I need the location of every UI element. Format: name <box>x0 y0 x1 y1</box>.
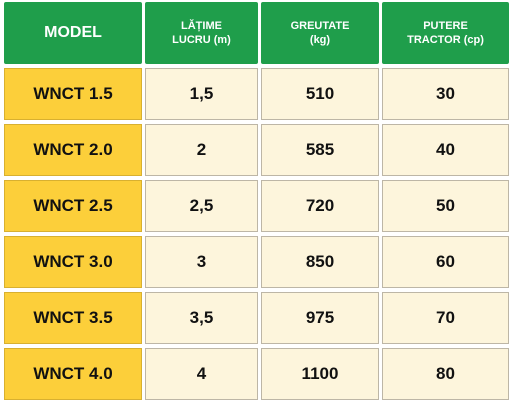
header-cell: MODEL <box>4 2 142 64</box>
cell-text: 70 <box>436 308 455 327</box>
cell-text: WNCT 3.5 <box>33 308 113 327</box>
cell-text: 50 <box>436 196 455 215</box>
value-cell: 30 <box>382 68 509 120</box>
cell-text: 585 <box>305 140 335 159</box>
model-cell: WNCT 1.5 <box>4 68 142 120</box>
header-text: GREUTATE <box>290 20 350 32</box>
model-cell: WNCT 2.0 <box>4 124 142 176</box>
cell-text: 850 <box>305 252 335 271</box>
value-cell: 1100 <box>261 348 379 400</box>
cell-text: 30 <box>436 84 455 103</box>
model-cell: WNCT 3.5 <box>4 292 142 344</box>
value-cell: 975 <box>261 292 379 344</box>
value-cell: 720 <box>261 180 379 232</box>
header-text: MODEL <box>44 24 102 41</box>
cell-text: 4 <box>196 364 207 383</box>
value-cell: 40 <box>382 124 509 176</box>
cell-text: 60 <box>436 252 455 271</box>
header-cell: LĂȚIME LUCRU (m) <box>145 2 258 64</box>
value-cell: 80 <box>382 348 509 400</box>
header-text: PUTERE <box>423 20 468 32</box>
header-text: (kg) <box>309 34 331 46</box>
cell-text: WNCT 1.5 <box>33 84 113 103</box>
cell-text: 2 <box>196 140 207 159</box>
cell-text: 40 <box>436 140 455 159</box>
cell-text: 2,5 <box>189 196 214 215</box>
cell-text: 3 <box>196 252 207 271</box>
cell-text: 1100 <box>301 364 339 383</box>
cell-text: WNCT 4.0 <box>33 364 113 383</box>
cell-text: 1,5 <box>189 84 214 103</box>
value-cell: 70 <box>382 292 509 344</box>
cell-text: 3,5 <box>189 308 214 327</box>
header-cell: GREUTATE (kg) <box>261 2 379 64</box>
cell-text: 720 <box>305 196 335 215</box>
value-cell: 3,5 <box>145 292 258 344</box>
value-cell: 585 <box>261 124 379 176</box>
value-cell: 60 <box>382 236 509 288</box>
value-cell: 850 <box>261 236 379 288</box>
value-cell: 4 <box>145 348 258 400</box>
model-cell: WNCT 4.0 <box>4 348 142 400</box>
cell-text: WNCT 2.5 <box>33 196 113 215</box>
spec-table: MODEL LĂȚIME LUCRU (m) GREUTATE (kg) PUTERE TR… <box>4 2 509 400</box>
cell-text: 975 <box>305 308 335 327</box>
value-cell: 1,5 <box>145 68 258 120</box>
header-text: TRACTOR (cp) <box>407 34 484 46</box>
cell-text: WNCT 2.0 <box>33 140 113 159</box>
header-text: LĂȚIME <box>181 20 222 32</box>
value-cell: 510 <box>261 68 379 120</box>
value-cell: 50 <box>382 180 509 232</box>
model-cell: WNCT 3.0 <box>4 236 142 288</box>
value-cell: 2,5 <box>145 180 258 232</box>
cell-text: 80 <box>436 364 455 383</box>
model-cell: WNCT 2.5 <box>4 180 142 232</box>
header-text: LUCRU (m) <box>172 34 231 46</box>
value-cell: 3 <box>145 236 258 288</box>
header-cell: PUTERE TRACTOR (cp) <box>382 2 509 64</box>
value-cell: 2 <box>145 124 258 176</box>
cell-text: WNCT 3.0 <box>33 252 113 271</box>
cell-text: 510 <box>305 84 335 103</box>
